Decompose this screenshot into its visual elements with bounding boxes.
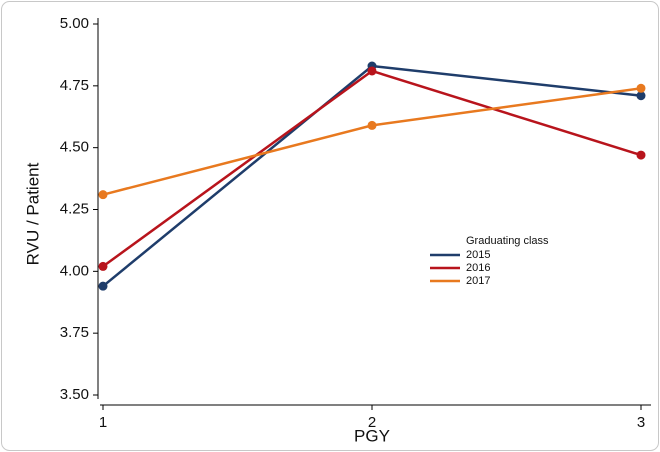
y-tick-label: 3.50: [60, 386, 89, 403]
point: [636, 150, 646, 160]
point: [636, 83, 646, 93]
x-axis-label: PGY: [354, 426, 390, 445]
point: [367, 66, 377, 76]
x-tick-label: 1: [99, 414, 107, 431]
y-tick-label: 4.50: [60, 139, 89, 156]
point: [98, 261, 108, 271]
point: [98, 190, 108, 200]
y-tick-label: 5.00: [60, 15, 89, 32]
y-tick-label: 3.75: [60, 324, 89, 341]
y-axis-label: RVU / Patient: [23, 162, 42, 265]
x-tick-label: 2: [368, 414, 376, 431]
point: [636, 91, 646, 101]
y-tick-label: 4.25: [60, 200, 89, 217]
legend-title: Graduating class: [466, 235, 549, 247]
point: [367, 120, 377, 130]
point: [98, 281, 108, 291]
legend-label: 2015: [466, 249, 490, 261]
y-tick-label: 4.75: [60, 77, 89, 94]
y-tick-label: 4.00: [60, 262, 89, 279]
x-tick-label: 3: [637, 414, 645, 431]
legend-label: 2017: [466, 275, 490, 287]
legend-label: 2016: [466, 262, 490, 274]
